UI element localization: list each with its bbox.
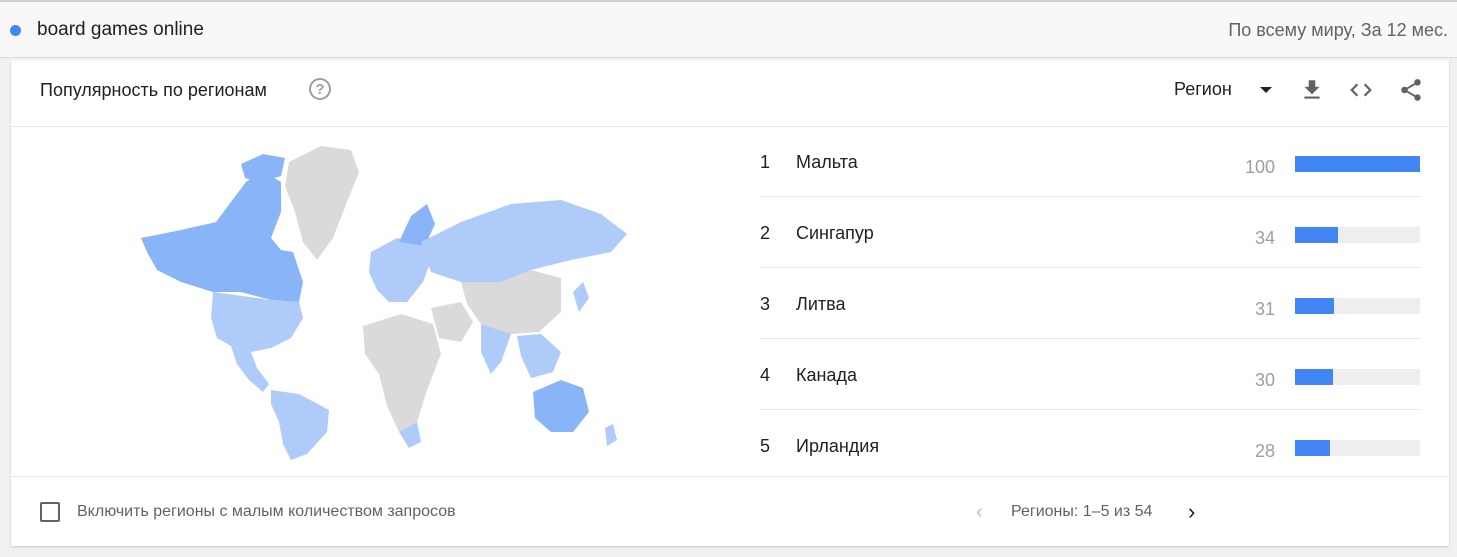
term-color-dot: [10, 25, 21, 36]
bar-track: [1295, 369, 1420, 385]
search-term-label: board games online: [37, 19, 204, 40]
bar-track: [1295, 156, 1420, 172]
bar-track: [1295, 298, 1420, 314]
rank-number: 1: [760, 152, 771, 172]
rank-number: 4: [760, 365, 771, 385]
pager-label: Регионы: 1–5 из 54: [1011, 503, 1153, 520]
map-region-south-america[interactable]: [271, 390, 329, 460]
card-title: Популярность по регионам: [40, 80, 267, 100]
region-ranking-list: 1 Мальта 100 2 Сингапур 34 3 Литва 31 4 Канада 30 5 И…: [760, 126, 1420, 480]
region-value: 31: [1254, 299, 1275, 319]
map-region-middle-east[interactable]: [431, 302, 473, 342]
rank-number: 2: [760, 223, 771, 243]
map-region-japan[interactable]: [573, 282, 589, 312]
region-row[interactable]: 1 Мальта 100: [760, 126, 1420, 197]
rank-number: 5: [760, 436, 771, 456]
chevron-right-icon[interactable]: ›: [1188, 499, 1196, 524]
world-map[interactable]: [121, 142, 641, 462]
bar-fill: [1295, 369, 1333, 385]
download-icon[interactable]: [1299, 77, 1325, 103]
scope-label: По всему миру, За 12 мес.: [1228, 20, 1448, 40]
low-volume-checkbox[interactable]: [40, 502, 60, 522]
region-popularity-card: Популярность по регионам ? Регион: [11, 60, 1449, 546]
region-value: 34: [1254, 228, 1275, 248]
region-row[interactable]: 5 Ирландия 28: [760, 410, 1420, 480]
dropdown-arrow-icon[interactable]: [1260, 87, 1272, 93]
bar-track: [1295, 227, 1420, 243]
share-icon[interactable]: [1398, 77, 1424, 103]
map-region-australia[interactable]: [533, 380, 589, 432]
map-region-europe[interactable]: [369, 238, 431, 302]
map-region-canada[interactable]: [141, 170, 303, 302]
map-region-mexico[interactable]: [231, 346, 269, 392]
region-value: 100: [1244, 157, 1275, 177]
map-region-scandinavia[interactable]: [399, 204, 435, 246]
map-region-africa[interactable]: [363, 314, 441, 432]
region-value: 30: [1254, 370, 1275, 390]
region-name[interactable]: Литва: [796, 294, 846, 314]
map-region-usa[interactable]: [211, 292, 303, 352]
bar-track: [1295, 440, 1420, 456]
map-region-russia[interactable]: [421, 200, 627, 282]
map-region-new-zealand[interactable]: [605, 424, 617, 446]
map-region-india[interactable]: [481, 324, 511, 374]
region-value: 28: [1254, 441, 1275, 461]
map-region-arctic-islands[interactable]: [241, 154, 285, 182]
low-volume-checkbox-label[interactable]: Включить регионы с малым количеством зап…: [77, 503, 456, 520]
chevron-left-icon[interactable]: ‹: [976, 501, 983, 523]
region-name[interactable]: Сингапур: [796, 223, 874, 243]
bar-fill: [1295, 440, 1330, 456]
map-region-south-africa[interactable]: [399, 422, 421, 448]
rank-number: 3: [760, 294, 771, 314]
card-footer: Включить регионы с малым количеством зап…: [11, 476, 1449, 547]
region-row[interactable]: 3 Литва 31: [760, 268, 1420, 339]
help-circle-icon[interactable]: ?: [309, 78, 331, 100]
card-header: Популярность по регионам ? Регион: [11, 60, 1449, 127]
map-region-china[interactable]: [461, 270, 561, 334]
region-select[interactable]: Регион: [1174, 79, 1232, 99]
map-region-greenland[interactable]: [285, 146, 359, 260]
region-row[interactable]: 4 Канада 30: [760, 339, 1420, 410]
map-region-southeast-asia[interactable]: [517, 334, 561, 378]
region-row[interactable]: 2 Сингапур 34: [760, 197, 1420, 268]
region-name[interactable]: Мальта: [796, 152, 858, 172]
bar-fill: [1295, 156, 1420, 172]
embed-code-icon[interactable]: [1348, 77, 1374, 103]
bar-fill: [1295, 227, 1338, 243]
region-name[interactable]: Канада: [796, 365, 857, 385]
region-name[interactable]: Ирландия: [796, 436, 880, 456]
search-term-bar: board games online По всему миру, За 12 …: [0, 0, 1457, 58]
bar-fill: [1295, 298, 1334, 314]
